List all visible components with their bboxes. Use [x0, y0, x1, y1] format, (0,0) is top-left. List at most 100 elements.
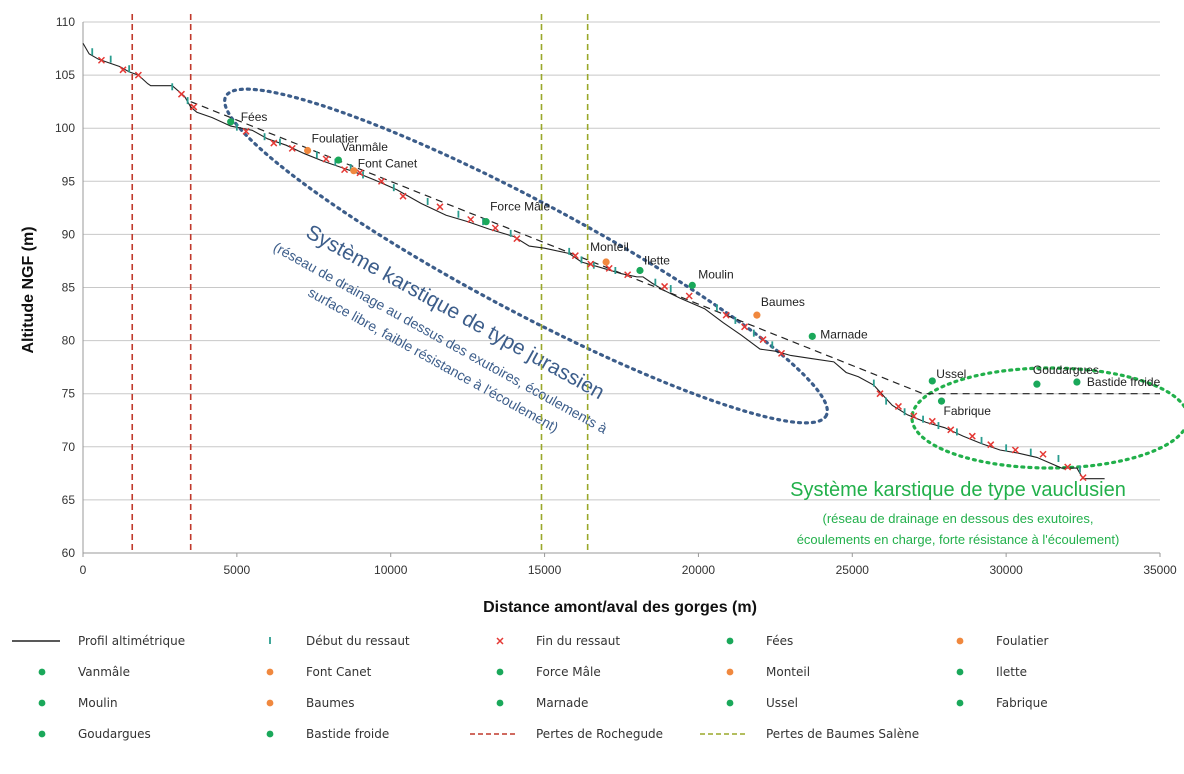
y-tick-label: 100	[55, 121, 75, 135]
fin-ressaut-marker	[777, 349, 786, 357]
fin-ressaut-marker	[624, 271, 632, 279]
legend-symbol	[240, 631, 300, 651]
y-tick-label: 105	[55, 68, 75, 82]
fin-ressaut-marker	[722, 311, 730, 319]
vauclusien-subtitle-1: (réseau de drainage en dessous des exuto…	[822, 511, 1093, 526]
source-label: Baumes	[761, 295, 805, 309]
source-label: Fabrique	[944, 404, 992, 418]
source-marker	[1073, 378, 1081, 386]
source-marker	[1033, 380, 1041, 388]
legend-symbol	[700, 724, 760, 744]
fin-ressaut-marker	[322, 155, 330, 163]
fin-ressaut-marker	[134, 71, 142, 79]
fin-ressaut-marker	[876, 390, 884, 398]
source-label: Fées	[241, 110, 268, 124]
fin-ressaut-marker	[1039, 450, 1047, 458]
fin-ressaut-marker	[356, 169, 364, 177]
fin-ressaut-marker	[661, 282, 669, 290]
legend-label: Moulin	[78, 696, 118, 710]
source-label: Goudargues	[1033, 363, 1099, 377]
legend-label: Fin du ressaut	[536, 634, 621, 648]
legend-item: Début du ressaut	[240, 631, 410, 651]
fin-ressaut-marker	[190, 103, 198, 111]
legend-symbol	[930, 693, 990, 713]
source-marker	[602, 258, 610, 266]
legend-symbol	[700, 631, 760, 651]
legend-item: Goudargues	[12, 724, 151, 744]
vauclusien-title: Système karstique de type vauclusien	[790, 479, 1126, 501]
legend-label: Profil altimétrique	[78, 634, 186, 648]
source-marker	[937, 397, 946, 405]
fin-ressaut-marker	[270, 139, 278, 147]
fin-ressaut-marker	[968, 432, 976, 440]
fin-ressaut-marker	[1064, 463, 1072, 471]
source-marker	[304, 146, 312, 155]
legend-item: Font Canet	[240, 662, 371, 682]
fin-ressaut-marker	[685, 292, 693, 300]
legend-item: Moulin	[12, 693, 118, 713]
y-tick-label: 80	[62, 334, 76, 348]
legend-symbol	[12, 724, 72, 744]
legend-label: Fées	[766, 634, 794, 648]
x-tick-label: 30000	[989, 563, 1023, 577]
y-tick-label: 85	[62, 281, 76, 295]
legend-symbol	[700, 662, 760, 682]
legend-label: Vanmâle	[78, 665, 130, 679]
legend-label: Baumes	[306, 696, 355, 710]
legend-label: Début du ressaut	[306, 634, 410, 648]
legend-symbol	[12, 631, 72, 651]
source-label: Moulin	[698, 267, 733, 281]
fin-ressaut-marker	[894, 402, 902, 410]
jurassien-ellipse	[223, 87, 829, 425]
legend: Profil altimétrique Début du ressaut Fin d…	[0, 625, 1184, 774]
fin-ressaut-marker	[587, 260, 595, 268]
x-tick-label: 0	[80, 563, 87, 577]
fin-ressaut-marker	[571, 252, 579, 260]
legend-label: Ilette	[996, 665, 1028, 679]
legend-symbol	[470, 631, 530, 651]
y-tick-label: 90	[62, 227, 76, 241]
source-marker	[227, 118, 235, 126]
source-marker	[688, 281, 696, 289]
legend-symbol	[930, 631, 990, 651]
fin-ressaut-marker	[97, 56, 105, 64]
source-label: Force Mâle	[490, 200, 550, 214]
legend-item: Fées	[700, 631, 793, 651]
source-marker	[808, 332, 816, 340]
x-axis-label: Distance amont/aval des gorges (m)	[483, 599, 757, 616]
fin-ressaut-marker	[759, 336, 767, 344]
legend-symbol	[240, 693, 300, 713]
series	[82, 14, 1160, 553]
source-label: Foulatier	[312, 132, 359, 146]
source-label: Ussel	[936, 367, 966, 381]
fin-ressaut-marker	[377, 177, 386, 185]
legend-item: Force Mâle	[470, 662, 601, 682]
legend-label: Marnade	[536, 696, 589, 710]
legend-item: Pertes de Rochegude	[470, 724, 663, 744]
y-tick-label: 60	[62, 546, 76, 560]
source-label: Vanmâle	[341, 140, 388, 154]
axes: 60 65 70 75 80 85 90 95 100 105 110 0 5000 10000 15000…	[55, 15, 1177, 577]
legend-item: Baumes	[240, 693, 355, 713]
fin-ressaut-marker	[467, 216, 475, 224]
source-label: Marnade	[820, 327, 868, 341]
legend-item: Profil altimétrique	[12, 631, 185, 651]
y-tick-label: 65	[62, 493, 76, 507]
legend-symbol	[470, 693, 530, 713]
annotations: Système karstique de type jurassien(rése…	[223, 87, 1184, 547]
y-tick-label: 75	[62, 387, 76, 401]
source-marker	[636, 266, 644, 275]
legend-item: Vanmâle	[12, 662, 130, 682]
legend-item: Pertes de Baumes Salène	[700, 724, 919, 744]
x-tick-label: 10000	[374, 563, 408, 577]
legend-symbol	[12, 693, 72, 713]
fin-ressaut-marker	[1079, 474, 1087, 482]
legend-label: Font Canet	[306, 665, 372, 679]
fin-ressaut-marker	[928, 417, 936, 425]
fin-ressaut-marker	[987, 441, 995, 449]
x-tick-label: 15000	[528, 563, 562, 577]
fin-ressaut-marker	[513, 235, 521, 243]
legend-label: Pertes de Rochegude	[536, 727, 664, 741]
vauclusien-subtitle-2: écoulements en charge, forte résistance …	[797, 532, 1120, 547]
y-tick-label: 110	[56, 15, 75, 29]
